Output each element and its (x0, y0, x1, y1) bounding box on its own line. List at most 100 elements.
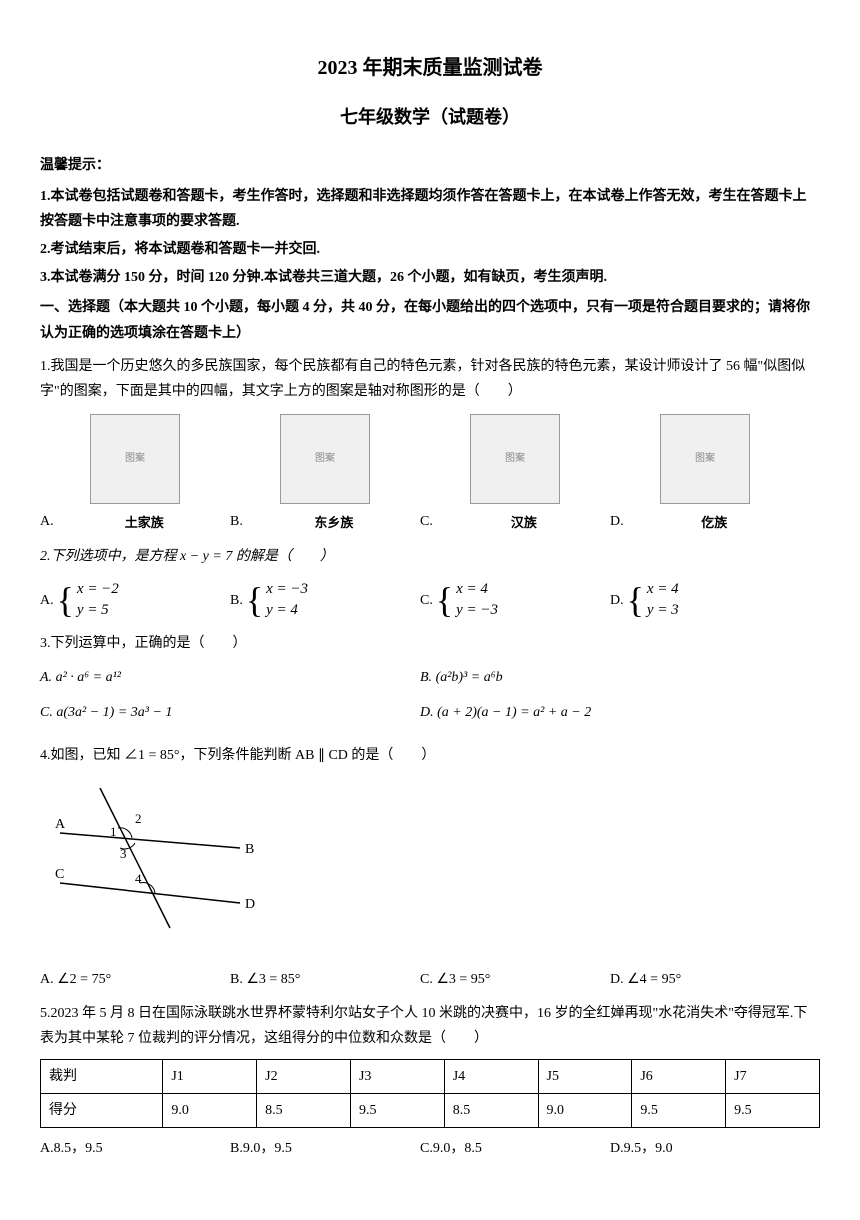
hint-header: 温馨提示： (40, 153, 820, 178)
q1-img-a: 图案 (90, 414, 180, 504)
td-4: 8.5 (444, 1094, 538, 1128)
q2-d-y: y = 3 (647, 600, 679, 621)
q2-d-x: x = 4 (647, 579, 679, 600)
q2-letter-d: D. (610, 588, 624, 613)
brace-icon: { (627, 582, 644, 618)
svg-text:D: D (245, 897, 255, 912)
q4-expr-a: ∠2 = 75° (57, 972, 111, 987)
q5-letter-c: C. (420, 1141, 433, 1156)
q4-expr-d: ∠4 = 95° (627, 972, 681, 987)
q5-letter-b: B. (230, 1141, 243, 1156)
hint-item-2: 2.考试结束后，将本试题卷和答题卡一并交回. (40, 237, 820, 262)
q1-option-b: 图案 B. 东乡族 (230, 414, 420, 534)
q1-options: 图案 A. 土家族 图案 B. 东乡族 图案 C. 汉族 图案 D. 仡族 (40, 414, 820, 534)
brace-icon: { (57, 582, 74, 618)
th-j4: J4 (444, 1059, 538, 1093)
q4-letter-c: C. (420, 972, 433, 987)
q4-option-a: A. ∠2 = 75° (40, 967, 230, 992)
q2-options: A. { x = −2 y = 5 B. { x = −3 y = 4 C. {… (40, 579, 820, 621)
th-j6: J6 (632, 1059, 726, 1093)
th-j1: J1 (163, 1059, 257, 1093)
q2-a-x: x = −2 (77, 579, 119, 600)
q5-expr-a: 8.5，9.5 (54, 1141, 103, 1156)
q1-option-a: 图案 A. 土家族 (40, 414, 230, 534)
q1-img-b: 图案 (280, 414, 370, 504)
q2-letter-c: C. (420, 588, 433, 613)
th-j2: J2 (257, 1059, 351, 1093)
q1-img-c: 图案 (470, 414, 560, 504)
q1-img-d: 图案 (660, 414, 750, 504)
title-main: 2023 年期末质量监测试卷 (40, 50, 820, 86)
q2-option-a: A. { x = −2 y = 5 (40, 579, 230, 621)
td-6: 9.5 (632, 1094, 726, 1128)
td-label: 得分 (41, 1094, 163, 1128)
th-j5: J5 (538, 1059, 632, 1093)
q3-option-c: C. a(3a² − 1) = 3a³ − 1 (40, 700, 420, 725)
q3-letter-c: C. (40, 705, 53, 720)
svg-text:B: B (245, 842, 254, 857)
q2-a-y: y = 5 (77, 600, 119, 621)
q4-text: 4.如图，已知 ∠1 = 85°，下列条件能判断 AB ∥ CD 的是（ ） (40, 743, 820, 768)
q1-letter-b: B. (230, 509, 243, 534)
table-data-row: 得分 9.0 8.5 9.5 8.5 9.0 9.5 9.5 (41, 1094, 820, 1128)
td-5: 9.0 (538, 1094, 632, 1128)
q2-c-x: x = 4 (456, 579, 498, 600)
q4-option-d: D. ∠4 = 95° (610, 967, 800, 992)
brace-icon: { (246, 582, 263, 618)
q2-option-b: B. { x = −3 y = 4 (230, 579, 420, 621)
svg-text:4: 4 (135, 871, 142, 886)
q4-option-c: C. ∠3 = 95° (420, 967, 610, 992)
q1-label-c: 汉族 (438, 511, 610, 534)
q3-expr-c: a(3a² − 1) = 3a³ − 1 (56, 705, 172, 720)
q2-c-y: y = −3 (456, 600, 498, 621)
svg-text:2: 2 (135, 811, 142, 826)
q4-expr-b: ∠3 = 85° (246, 972, 300, 987)
q2-letter-a: A. (40, 588, 54, 613)
q2-b-y: y = 4 (266, 600, 308, 621)
question-2: 2.下列选项中，是方程 x − y = 7 的解是（ ） A. { x = −2… (40, 544, 820, 621)
table-header-row: 裁判 J1 J2 J3 J4 J5 J6 J7 (41, 1059, 820, 1093)
q3-letter-b: B. (420, 670, 432, 685)
svg-text:1: 1 (110, 824, 117, 839)
q2-b-x: x = −3 (266, 579, 308, 600)
q5-option-d: D.9.5，9.0 (610, 1136, 800, 1161)
q5-letter-d: D. (610, 1141, 624, 1156)
section-1-header: 一、选择题（本大题共 10 个小题，每小题 4 分，共 40 分，在每小题给出的… (40, 295, 820, 345)
q5-option-b: B.9.0，9.5 (230, 1136, 420, 1161)
q3-text: 3.下列运算中，正确的是（ ） (40, 631, 820, 656)
q2-text: 2.下列选项中，是方程 x − y = 7 的解是（ ） (40, 544, 820, 569)
th-j3: J3 (350, 1059, 444, 1093)
q3-option-d: D. (a + 2)(a − 1) = a² + a − 2 (420, 700, 800, 725)
q3-options: A. a² · a⁶ = a¹² B. (a²b)³ = a⁶b C. a(3a… (40, 665, 820, 735)
svg-text:C: C (55, 867, 64, 882)
q5-option-c: C.9.0，8.5 (420, 1136, 610, 1161)
question-1: 1.我国是一个历史悠久的多民族国家，每个民族都有自己的特色元素，针对各民族的特色… (40, 354, 820, 535)
q1-letter-d: D. (610, 509, 624, 534)
q1-letter-a: A. (40, 509, 54, 534)
td-7: 9.5 (726, 1094, 820, 1128)
brace-icon: { (436, 582, 453, 618)
title-sub: 七年级数学（试题卷） (40, 101, 820, 133)
q4-letter-a: A. (40, 972, 54, 987)
td-1: 9.0 (163, 1094, 257, 1128)
td-2: 8.5 (257, 1094, 351, 1128)
q1-option-c: 图案 C. 汉族 (420, 414, 610, 534)
q1-letter-c: C. (420, 509, 433, 534)
th-judge: 裁判 (41, 1059, 163, 1093)
question-5: 5.2023 年 5 月 8 日在国际泳联跳水世界杯蒙特利尔站女子个人 10 米… (40, 1001, 820, 1162)
hint-item-1: 1.本试卷包括试题卷和答题卡，考生作答时，选择题和非选择题均须作答在答题卡上，在… (40, 184, 820, 234)
th-j7: J7 (726, 1059, 820, 1093)
question-4: 4.如图，已知 ∠1 = 85°，下列条件能判断 AB ∥ CD 的是（ ） A… (40, 743, 820, 993)
q5-expr-c: 9.0，8.5 (433, 1141, 482, 1156)
q5-option-a: A.8.5，9.5 (40, 1136, 230, 1161)
q3-option-b: B. (a²b)³ = a⁶b (420, 665, 800, 690)
q1-text: 1.我国是一个历史悠久的多民族国家，每个民族都有自己的特色元素，针对各民族的特色… (40, 354, 820, 404)
q5-expr-b: 9.0，9.5 (243, 1141, 292, 1156)
q4-option-b: B. ∠3 = 85° (230, 967, 420, 992)
question-3: 3.下列运算中，正确的是（ ） A. a² · a⁶ = a¹² B. (a²b… (40, 631, 820, 735)
q3-option-a: A. a² · a⁶ = a¹² (40, 665, 420, 690)
q4-options: A. ∠2 = 75° B. ∠3 = 85° C. ∠3 = 95° D. ∠… (40, 967, 820, 992)
q2-option-d: D. { x = 4 y = 3 (610, 579, 800, 621)
q1-label-b: 东乡族 (248, 511, 420, 534)
q3-letter-a: A. (40, 670, 52, 685)
